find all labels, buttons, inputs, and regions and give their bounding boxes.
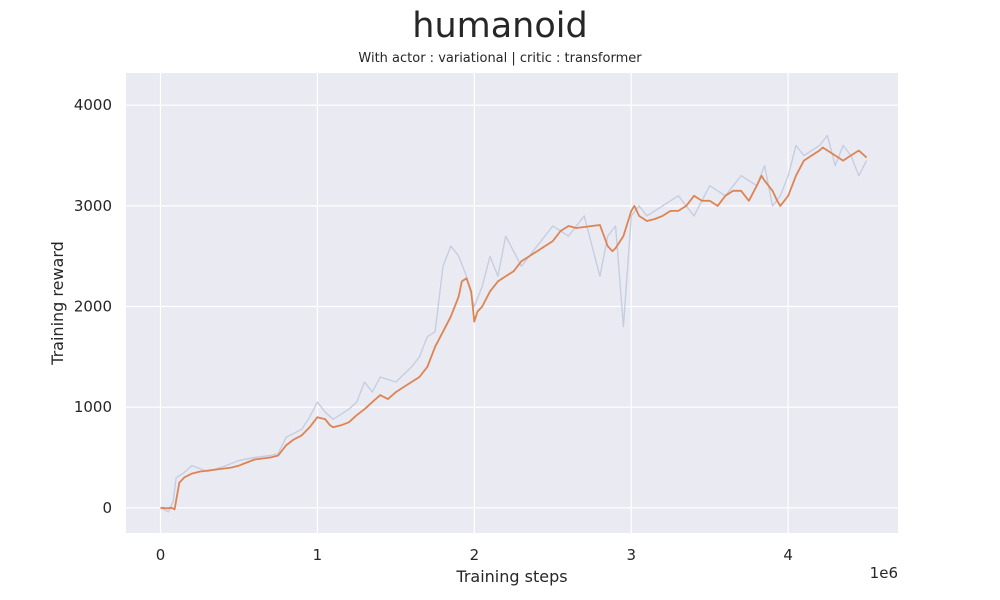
x-axis-offset-label: 1e6 — [870, 564, 898, 582]
grid-lines — [126, 73, 898, 533]
raw-reward-line — [160, 134, 868, 513]
tick-labels: 0 1 2 3 4 0 1000 2000 3000 4000 — [74, 96, 793, 564]
y-axis-label: Training reward — [48, 241, 67, 366]
chart-subtitle: With actor : variational | critic : tran… — [358, 51, 642, 66]
plot-area — [126, 73, 898, 533]
chart-title: humanoid — [412, 6, 588, 46]
y-tick-label: 2000 — [74, 298, 112, 316]
smoothed-reward-line — [160, 146, 868, 511]
x-tick-label: 2 — [470, 546, 480, 564]
x-axis-label: Training steps — [455, 567, 567, 586]
x-tick-label: 0 — [156, 546, 166, 564]
y-tick-label: 0 — [102, 499, 112, 517]
x-tick-label: 3 — [626, 546, 636, 564]
y-tick-label: 3000 — [74, 197, 112, 215]
y-tick-label: 4000 — [74, 96, 112, 114]
x-tick-label: 1 — [313, 546, 323, 564]
y-tick-label: 1000 — [74, 398, 112, 416]
x-tick-label: 4 — [783, 546, 793, 564]
series-layer — [160, 134, 868, 513]
